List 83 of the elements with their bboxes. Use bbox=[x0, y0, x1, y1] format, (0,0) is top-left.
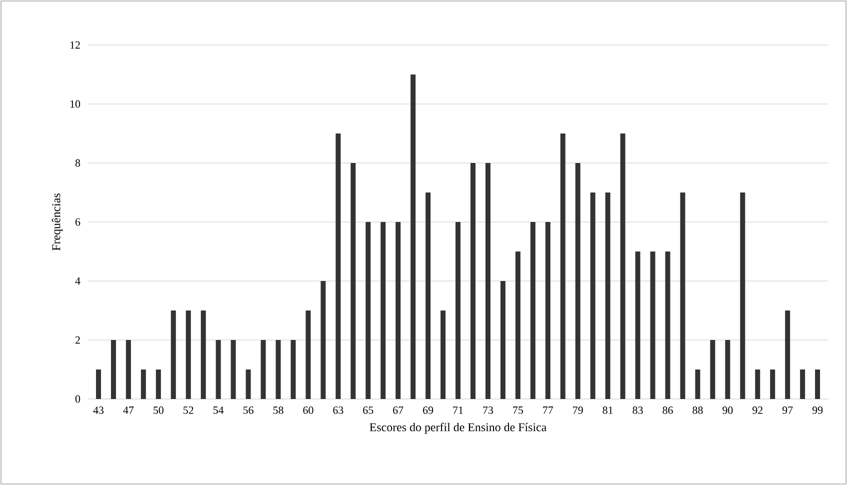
bar bbox=[216, 340, 221, 399]
x-tick-label: 90 bbox=[722, 406, 733, 414]
bar bbox=[366, 222, 371, 399]
x-tick-label: 43 bbox=[93, 406, 104, 414]
bar bbox=[246, 370, 251, 399]
bar bbox=[650, 252, 656, 399]
bar bbox=[545, 222, 550, 399]
bar bbox=[635, 252, 640, 399]
bar bbox=[485, 162, 490, 399]
bar bbox=[380, 222, 386, 399]
bar bbox=[665, 252, 670, 399]
y-tick-label: 8 bbox=[75, 159, 80, 167]
bar bbox=[680, 192, 686, 399]
x-tick-label: 81 bbox=[602, 406, 613, 414]
x-tick-label: 99 bbox=[812, 406, 823, 414]
bar bbox=[770, 370, 776, 399]
bar bbox=[126, 340, 131, 399]
bar bbox=[530, 222, 536, 399]
bar bbox=[815, 370, 820, 399]
bar bbox=[500, 281, 506, 399]
x-tick-label: 86 bbox=[662, 406, 673, 414]
bar bbox=[605, 192, 610, 399]
x-tick-label: 71 bbox=[453, 406, 463, 414]
x-tick-label: 92 bbox=[752, 406, 762, 414]
bar bbox=[410, 74, 416, 399]
x-axis-title: Escores do perfil de Ensino de Física bbox=[370, 422, 546, 434]
bar bbox=[426, 192, 431, 399]
bar bbox=[590, 192, 596, 399]
y-tick-label: 6 bbox=[75, 218, 80, 226]
x-tick-label: 67 bbox=[393, 406, 404, 414]
bar bbox=[110, 340, 116, 399]
y-tick-label: 0 bbox=[75, 395, 80, 403]
bar bbox=[320, 281, 326, 399]
x-tick-label: 65 bbox=[363, 406, 374, 414]
bar bbox=[290, 340, 296, 399]
y-tick-label: 2 bbox=[75, 336, 80, 344]
x-tick-label: 52 bbox=[184, 406, 194, 414]
bar bbox=[620, 133, 626, 399]
bar bbox=[440, 310, 446, 399]
bar bbox=[725, 340, 730, 399]
bar bbox=[470, 162, 476, 399]
bar bbox=[306, 310, 311, 399]
bar bbox=[186, 310, 191, 399]
bar bbox=[800, 370, 806, 399]
x-tick-label: 73 bbox=[483, 406, 494, 414]
bar bbox=[785, 310, 790, 399]
y-tick-label: 12 bbox=[70, 41, 80, 49]
bar bbox=[740, 192, 746, 399]
bar bbox=[710, 340, 716, 399]
bar bbox=[260, 340, 266, 399]
x-tick-label: 58 bbox=[273, 406, 284, 414]
bar bbox=[156, 370, 161, 399]
bar bbox=[560, 133, 566, 399]
x-tick-label: 88 bbox=[692, 406, 703, 414]
x-tick-label: 79 bbox=[573, 406, 583, 414]
x-tick-label: 83 bbox=[632, 406, 643, 414]
bar bbox=[336, 133, 341, 399]
x-tick-label: 75 bbox=[513, 406, 523, 414]
x-tick-label: 63 bbox=[333, 406, 344, 414]
bar bbox=[396, 222, 401, 399]
bar bbox=[456, 222, 461, 399]
x-tick-label: 47 bbox=[123, 406, 134, 414]
bar bbox=[515, 252, 520, 399]
x-tick-label: 60 bbox=[303, 406, 314, 414]
bar bbox=[276, 340, 281, 399]
y-axis-title: Frequências bbox=[52, 194, 63, 251]
y-tick-label: 4 bbox=[75, 277, 80, 285]
x-tick-label: 54 bbox=[213, 406, 224, 414]
x-tick-label: 97 bbox=[782, 406, 793, 414]
bar bbox=[230, 340, 236, 399]
bar bbox=[350, 162, 356, 399]
bar bbox=[200, 310, 206, 399]
x-tick-label: 56 bbox=[243, 406, 254, 414]
bar bbox=[140, 370, 146, 399]
bar bbox=[170, 310, 176, 399]
x-tick-label: 69 bbox=[423, 406, 434, 414]
bar bbox=[755, 370, 760, 399]
bar bbox=[96, 370, 101, 399]
x-tick-label: 77 bbox=[543, 406, 554, 414]
bar bbox=[695, 370, 700, 399]
x-tick-label: 50 bbox=[154, 406, 164, 414]
bar bbox=[575, 162, 580, 399]
y-tick-label: 10 bbox=[70, 100, 80, 108]
